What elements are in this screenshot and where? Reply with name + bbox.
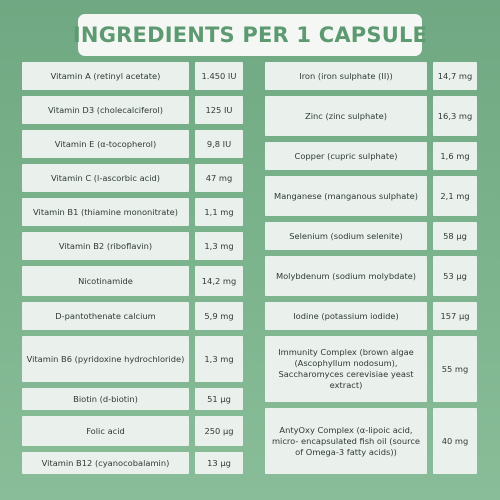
table-row: Biotin (d-biotin) 51 µg — [22, 388, 243, 410]
ingredient-name: Biotin (d-biotin) — [22, 388, 189, 410]
ingredient-amount: 40 mg — [433, 408, 477, 474]
ingredient-amount: 14,2 mg — [195, 266, 243, 296]
ingredient-amount: 1,3 mg — [195, 232, 243, 260]
table-row: D-pantothenate calcium 5,9 mg — [22, 302, 243, 330]
table-row: Vitamin B2 (riboflavin) 1,3 mg — [22, 232, 243, 260]
ingredient-name: Vitamin B1 (thiamine mononitrate) — [22, 198, 189, 226]
ingredient-name: D-pantothenate calcium — [22, 302, 189, 330]
ingredient-amount: 5,9 mg — [195, 302, 243, 330]
table-row: AntyOxy Complex (α-lipoic acid, micro- e… — [265, 408, 477, 474]
table-row: Vitamin E (α-tocopherol) 9,8 IU — [22, 130, 243, 158]
ingredient-name: Vitamin B6 (pyridoxine hydrochloride) — [22, 336, 189, 382]
ingredient-amount: 16,3 mg — [433, 96, 477, 136]
table-row: Iron (iron sulphate (II)) 14,7 mg — [265, 62, 477, 90]
ingredient-name: Copper (cupric sulphate) — [265, 142, 427, 170]
ingredient-amount: 2,1 mg — [433, 176, 477, 216]
ingredient-name: Nicotinamide — [22, 266, 189, 296]
ingredient-name: Manganese (manganous sulphate) — [265, 176, 427, 216]
ingredient-amount: 51 µg — [195, 388, 243, 410]
ingredient-amount: 58 µg — [433, 222, 477, 250]
ingredient-name: Vitamin C (l-ascorbic acid) — [22, 164, 189, 192]
table-row: Vitamin A (retinyl acetate) 1.450 IU — [22, 62, 243, 90]
table-row: Iodine (potassium iodide) 157 µg — [265, 302, 477, 330]
title-banner: INGREDIENTS PER 1 CAPSULE — [73, 14, 427, 56]
ingredient-amount: 125 IU — [195, 96, 243, 124]
ingredient-name: Folic acid — [22, 416, 189, 446]
ingredient-amount: 13 µg — [195, 452, 243, 474]
table-row: Nicotinamide 14,2 mg — [22, 266, 243, 296]
ingredient-name: Iodine (potassium iodide) — [265, 302, 427, 330]
ingredient-amount: 1,1 mg — [195, 198, 243, 226]
ingredient-name: Immunity Complex (brown algae (Ascophyll… — [265, 336, 427, 402]
table-row: Vitamin B12 (cyanocobalamin) 13 µg — [22, 452, 243, 474]
ingredient-name: Zinc (zinc sulphate) — [265, 96, 427, 136]
ingredient-name: Vitamin B2 (riboflavin) — [22, 232, 189, 260]
ingredient-name: Vitamin E (α-tocopherol) — [22, 130, 189, 158]
ingredient-name: Vitamin A (retinyl acetate) — [22, 62, 189, 90]
table-row: Selenium (sodium selenite) 58 µg — [265, 222, 477, 250]
table-row: Vitamin B6 (pyridoxine hydrochloride) 1,… — [22, 336, 243, 382]
table-row: Molybdenum (sodium molybdate) 53 µg — [265, 256, 477, 296]
ingredient-name: Iron (iron sulphate (II)) — [265, 62, 427, 90]
table-row: Immunity Complex (brown algae (Ascophyll… — [265, 336, 477, 402]
table-row: Vitamin D3 (cholecalciferol) 125 IU — [22, 96, 243, 124]
ingredient-name: Vitamin B12 (cyanocobalamin) — [22, 452, 189, 474]
ingredient-amount: 157 µg — [433, 302, 477, 330]
ingredient-name: Molybdenum (sodium molybdate) — [265, 256, 427, 296]
ingredient-amount: 1,6 mg — [433, 142, 477, 170]
page-title: INGREDIENTS PER 1 CAPSULE — [72, 23, 428, 47]
table-row: Copper (cupric sulphate) 1,6 mg — [265, 142, 477, 170]
table-row: Manganese (manganous sulphate) 2,1 mg — [265, 176, 477, 216]
ingredient-amount: 1,3 mg — [195, 336, 243, 382]
table-row: Vitamin C (l-ascorbic acid) 47 mg — [22, 164, 243, 192]
ingredient-amount: 55 mg — [433, 336, 477, 402]
ingredient-amount: 1.450 IU — [195, 62, 243, 90]
ingredient-amount: 47 mg — [195, 164, 243, 192]
ingredient-name: Selenium (sodium selenite) — [265, 222, 427, 250]
ingredient-amount: 14,7 mg — [433, 62, 477, 90]
table-row: Folic acid 250 µg — [22, 416, 243, 446]
ingredient-name: AntyOxy Complex (α-lipoic acid, micro- e… — [265, 408, 427, 474]
ingredient-name: Vitamin D3 (cholecalciferol) — [22, 96, 189, 124]
ingredient-amount: 53 µg — [433, 256, 477, 296]
ingredient-amount: 9,8 IU — [195, 130, 243, 158]
ingredient-amount: 250 µg — [195, 416, 243, 446]
table-row: Vitamin B1 (thiamine mononitrate) 1,1 mg — [22, 198, 243, 226]
table-row: Zinc (zinc sulphate) 16,3 mg — [265, 96, 477, 136]
